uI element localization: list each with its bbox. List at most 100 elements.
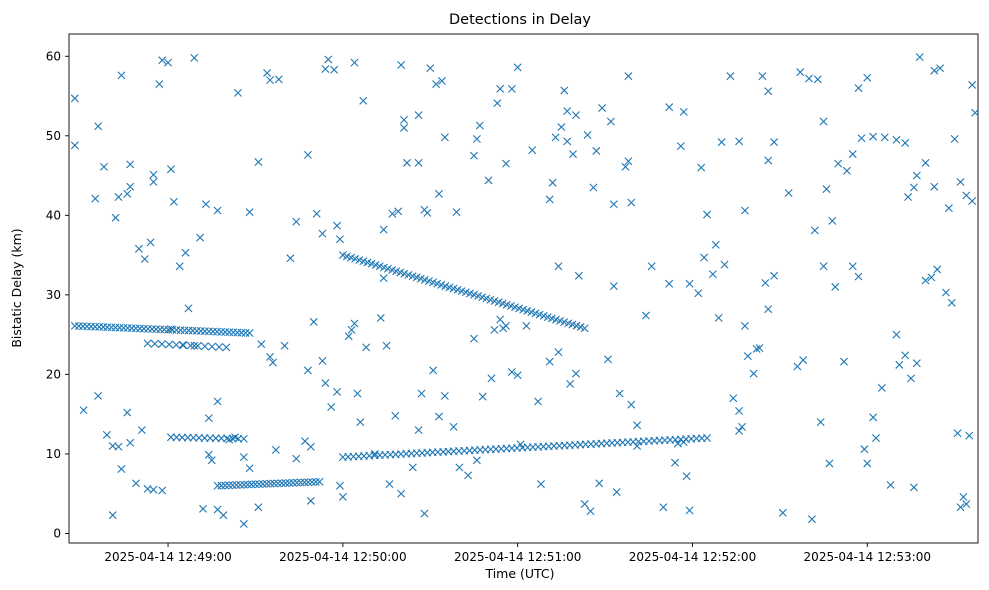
data-point bbox=[271, 445, 280, 454]
data-point bbox=[232, 481, 241, 489]
data-point bbox=[379, 225, 388, 234]
data-point bbox=[347, 325, 356, 334]
y-tick-label: 30 bbox=[46, 288, 61, 302]
data-point bbox=[839, 357, 848, 366]
x-axis: 2025-04-14 12:49:00 2025-04-14 12:50:00 20… bbox=[104, 543, 931, 564]
data-point bbox=[507, 84, 516, 93]
data-point bbox=[333, 387, 342, 396]
data-point bbox=[114, 193, 123, 202]
data-point bbox=[714, 313, 723, 322]
data-point bbox=[258, 479, 267, 488]
data-point bbox=[912, 359, 921, 368]
data-point bbox=[534, 397, 543, 406]
data-point bbox=[397, 489, 406, 498]
data-point bbox=[169, 197, 178, 206]
data-point bbox=[941, 288, 950, 297]
data-point bbox=[490, 325, 499, 334]
data-point bbox=[548, 178, 557, 187]
data-point bbox=[178, 340, 187, 349]
data-point bbox=[102, 430, 111, 439]
data-point bbox=[435, 189, 443, 198]
data-point bbox=[321, 379, 330, 388]
data-point bbox=[420, 509, 429, 518]
data-point bbox=[921, 276, 930, 285]
data-point bbox=[796, 68, 805, 77]
data-point bbox=[257, 340, 266, 349]
data-point bbox=[764, 87, 773, 96]
y-tick-label: 40 bbox=[46, 208, 61, 222]
data-point bbox=[566, 379, 575, 388]
data-point bbox=[111, 213, 120, 222]
data-point bbox=[659, 503, 668, 512]
data-point bbox=[255, 480, 264, 489]
data-point bbox=[580, 324, 589, 333]
data-point bbox=[740, 321, 749, 330]
data-point bbox=[324, 55, 333, 64]
data-point bbox=[819, 262, 828, 271]
data-point bbox=[245, 329, 254, 338]
data-point bbox=[150, 339, 159, 348]
data-point bbox=[469, 334, 478, 343]
data-point bbox=[901, 351, 910, 360]
data-point bbox=[335, 481, 344, 490]
data-point bbox=[606, 117, 615, 126]
data-point bbox=[595, 479, 604, 488]
data-point bbox=[132, 479, 140, 488]
data-point bbox=[784, 189, 793, 198]
data-point bbox=[330, 65, 339, 74]
data-point bbox=[204, 414, 213, 423]
data-point bbox=[956, 503, 965, 512]
data-point bbox=[647, 262, 656, 271]
data-point bbox=[70, 94, 79, 103]
data-point bbox=[315, 477, 324, 486]
data-point bbox=[149, 177, 158, 186]
data-points bbox=[70, 53, 980, 528]
data-point bbox=[921, 158, 930, 167]
data-point bbox=[251, 480, 260, 489]
data-point bbox=[344, 332, 353, 341]
data-point bbox=[738, 422, 746, 431]
data-point bbox=[240, 480, 249, 489]
data-point bbox=[863, 73, 872, 82]
data-point bbox=[231, 433, 240, 442]
data-point bbox=[318, 356, 327, 365]
x-tick-label: 2025-04-14 12:52:00 bbox=[629, 550, 756, 564]
data-point bbox=[166, 325, 175, 334]
data-point bbox=[327, 403, 336, 411]
data-point bbox=[277, 479, 286, 488]
data-point bbox=[215, 343, 224, 351]
y-tick-label: 60 bbox=[46, 49, 61, 63]
data-point bbox=[805, 74, 814, 83]
data-point bbox=[228, 481, 237, 490]
data-point bbox=[455, 463, 464, 472]
data-point bbox=[236, 480, 245, 489]
data-point bbox=[513, 371, 522, 380]
data-point bbox=[720, 260, 729, 269]
data-point bbox=[117, 71, 126, 80]
data-point bbox=[397, 61, 406, 70]
data-point bbox=[134, 244, 143, 253]
data-point bbox=[478, 392, 487, 401]
x-tick-label: 2025-04-14 12:49:00 bbox=[104, 550, 231, 564]
data-point bbox=[123, 408, 132, 417]
data-point bbox=[854, 84, 863, 93]
data-point bbox=[901, 138, 910, 147]
data-point bbox=[472, 134, 481, 143]
data-point bbox=[245, 464, 254, 473]
data-point bbox=[164, 58, 173, 67]
data-point bbox=[912, 171, 921, 180]
data-point bbox=[296, 478, 305, 487]
data-point bbox=[350, 58, 359, 67]
data-point bbox=[172, 340, 181, 349]
data-point bbox=[303, 150, 312, 159]
data-point bbox=[123, 189, 132, 198]
y-tick-label: 20 bbox=[46, 367, 61, 381]
data-point bbox=[362, 343, 371, 352]
data-point bbox=[560, 86, 569, 95]
data-point bbox=[292, 217, 301, 226]
data-point bbox=[682, 472, 691, 481]
data-point bbox=[950, 134, 959, 143]
data-point bbox=[685, 279, 694, 288]
data-point bbox=[359, 96, 368, 105]
